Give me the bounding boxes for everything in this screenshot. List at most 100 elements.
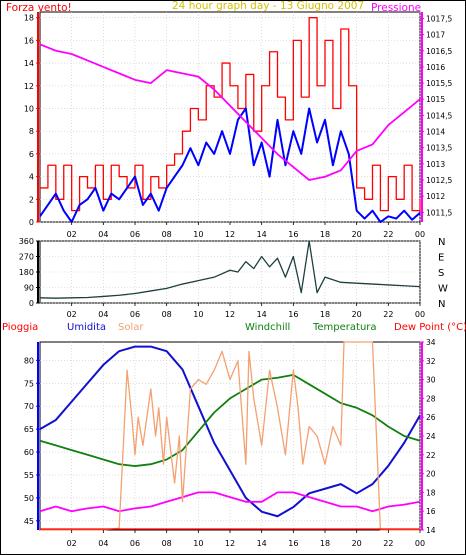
x-tick-label: 16: [288, 230, 298, 239]
x-tick-label: 12: [225, 310, 235, 319]
legend-item: Windchill: [245, 322, 290, 333]
series-line-dewpoint: [39, 491, 421, 513]
x-tick-label: 08: [162, 310, 172, 319]
series-line-humidity: [39, 345, 421, 518]
y2-tick-label: 1016: [426, 63, 445, 72]
x-tick-label: 20: [352, 310, 362, 319]
y-tick-label: 45: [24, 517, 34, 526]
x-tick-label: 08: [162, 230, 172, 239]
y-tick-label: 60: [24, 448, 34, 457]
direction-label: S: [438, 268, 444, 279]
x-tick-label: 06: [130, 310, 140, 319]
y2-tick-label: 30: [426, 376, 436, 385]
y-tick-label: 12: [24, 82, 34, 91]
y2-tick-label: 1015: [426, 95, 445, 104]
legend-item: Umidita: [67, 322, 106, 333]
x-tick-label: 22: [383, 539, 393, 548]
legend-item: Solar: [118, 322, 144, 333]
x-tick-label: 10: [193, 539, 203, 548]
y2-tick-label: 1014: [426, 128, 445, 137]
y2-tick-label: 32: [426, 357, 436, 366]
series-line-temperature: [39, 373, 421, 467]
y2-tick-label: 18: [426, 488, 436, 497]
y2-tick-label: 16: [426, 507, 436, 516]
x-tick-label: 14: [257, 539, 267, 548]
legend-item: Temperatura: [312, 322, 377, 333]
y2-tick-label: 1014,5: [426, 111, 452, 120]
direction-label: N: [438, 237, 445, 248]
y2-tick-label: 34: [426, 338, 436, 347]
y-tick-label: 55: [24, 471, 34, 480]
y-tick-label: 2: [29, 195, 34, 204]
x-tick-label: 10: [193, 310, 203, 319]
y-tick-label: 8: [29, 127, 34, 136]
x-tick-label: 18: [320, 310, 330, 319]
legend-item: Dew Point (°C): [394, 322, 466, 333]
series-line-wind: [40, 17, 421, 212]
x-tick-label: 06: [130, 539, 140, 548]
legend-item: Pioggia: [2, 322, 38, 333]
y-tick-label: 180: [19, 268, 34, 277]
x-tick-label: 14: [257, 230, 267, 239]
y2-tick-label: 26: [426, 413, 436, 422]
x-tick-label: 22: [383, 230, 393, 239]
y2-tick-label: 1016,5: [426, 47, 452, 56]
x-tick-label: 00: [415, 230, 425, 239]
x-tick-label: 14: [257, 310, 267, 319]
y-tick-label: 0: [29, 218, 34, 227]
y-tick-label: 4: [29, 173, 34, 182]
y2-tick-label: 1012: [426, 192, 445, 201]
x-tick-label: 02: [67, 539, 77, 548]
direction-label: W: [438, 284, 448, 295]
y-tick-label: 80: [24, 356, 34, 365]
series-line-gust: [39, 107, 421, 223]
x-tick-label: 06: [130, 230, 140, 239]
x-tick-label: 18: [320, 539, 330, 548]
x-tick-label: 20: [352, 230, 362, 239]
chart-title: 24 hour graph day - 13 Giugno 2007: [172, 0, 364, 12]
y-tick-label: 14: [24, 59, 34, 68]
x-tick-label: 02: [67, 310, 77, 319]
y-tick-label: 10: [24, 104, 34, 113]
y-tick-label: 0: [29, 299, 34, 308]
series-line-pressure: [39, 43, 421, 181]
x-tick-label: 18: [320, 230, 330, 239]
x-tick-label: 20: [352, 539, 362, 548]
y2-axis-title-pressure: Pressione: [371, 2, 421, 14]
x-tick-label: 02: [67, 230, 77, 239]
x-tick-label: 00: [415, 310, 425, 319]
y2-tick-label: 28: [426, 394, 436, 403]
y2-tick-label: 1011,5: [426, 208, 452, 217]
y2-tick-label: 20: [426, 470, 436, 479]
y2-tick-label: 1017,5: [426, 14, 452, 23]
x-tick-label: 16: [288, 310, 298, 319]
y-tick-label: 90: [24, 284, 34, 293]
y-tick-label: 16: [24, 36, 34, 45]
y2-tick-label: 1015,5: [426, 79, 452, 88]
direction-label: N: [438, 299, 445, 310]
y2-tick-label: 22: [426, 451, 436, 460]
x-tick-label: 00: [415, 539, 425, 548]
series-line-solar: [40, 341, 420, 531]
y-tick-label: 18: [24, 14, 34, 23]
y-tick-label: 6: [29, 150, 34, 159]
y2-tick-label: 24: [426, 432, 436, 441]
x-tick-label: 12: [225, 539, 235, 548]
x-tick-label: 16: [288, 539, 298, 548]
direction-label: E: [438, 253, 444, 264]
y2-tick-label: 1013: [426, 160, 445, 169]
x-tick-label: 04: [98, 310, 108, 319]
y2-tick-label: 1012,5: [426, 176, 452, 185]
y2-tick-label: 1017: [426, 31, 445, 40]
x-tick-label: 08: [162, 539, 172, 548]
x-tick-label: 10: [193, 230, 203, 239]
y-tick-label: 270: [19, 253, 34, 262]
y-tick-label: 360: [19, 237, 34, 246]
y-axis-title-wind: Forza vento!: [6, 2, 72, 14]
y-tick-label: 65: [24, 425, 34, 434]
x-tick-label: 12: [225, 230, 235, 239]
